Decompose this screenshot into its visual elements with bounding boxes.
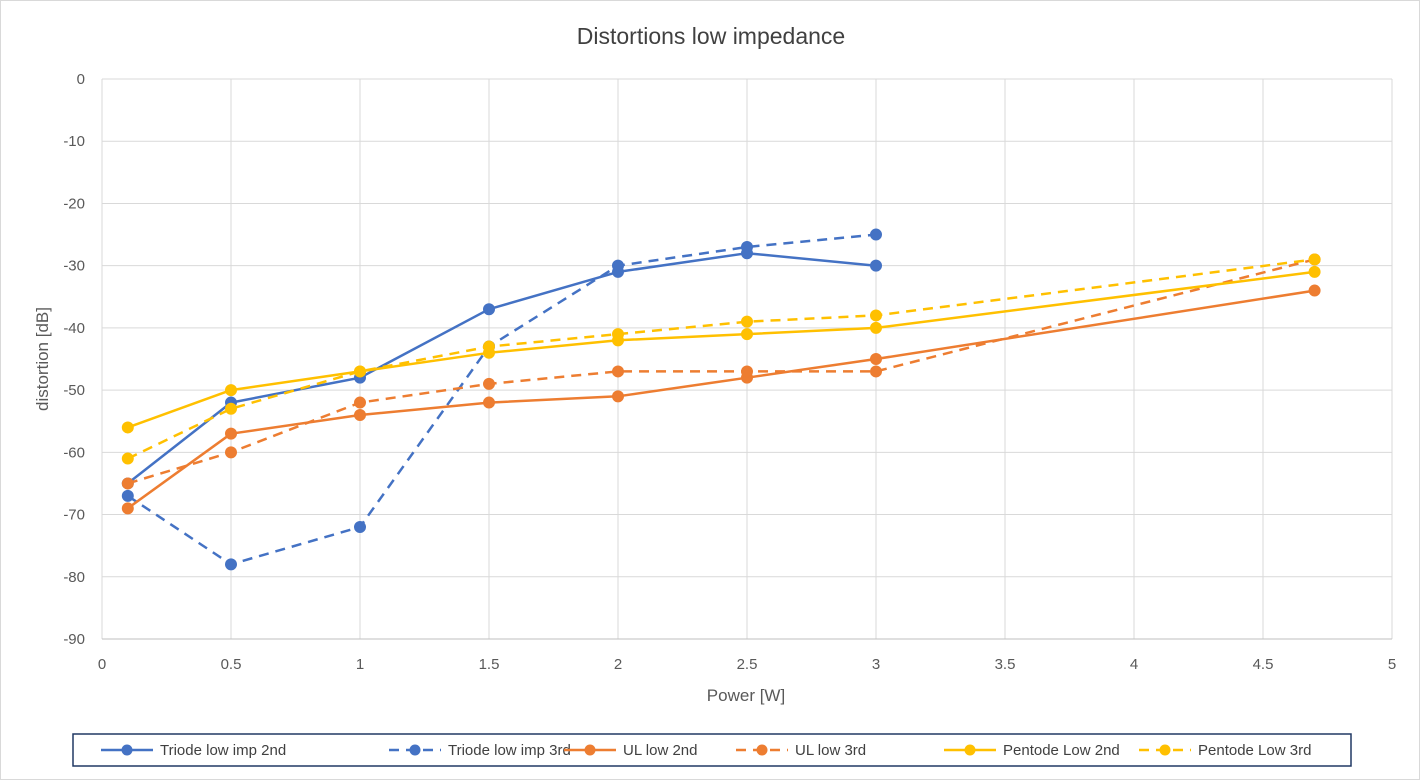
data-point <box>870 365 882 378</box>
data-point <box>225 446 237 459</box>
legend-marker <box>409 744 421 756</box>
data-point <box>1308 265 1321 278</box>
data-point <box>870 321 882 334</box>
data-point <box>354 409 366 421</box>
x-tick-label: 2 <box>614 656 622 673</box>
data-point <box>121 452 134 465</box>
y-tick-label: -70 <box>63 507 85 524</box>
data-point <box>483 340 495 353</box>
gridlines <box>101 78 1393 640</box>
legend-items: Triode low imp 2nd Triode low imp 3rd UL l… <box>101 742 1311 759</box>
y-tick-label: 0 <box>77 71 85 88</box>
data-point <box>612 390 624 403</box>
data-point <box>870 353 882 365</box>
legend-entry: UL low 2nd <box>564 742 698 759</box>
x-axis-ticks: 0 0.5 1 1.5 2 2.5 3 3.5 4 4.5 5 <box>98 656 1396 673</box>
data-point <box>483 377 495 390</box>
legend-entry: Triode low imp 2nd <box>101 742 286 759</box>
data-point <box>354 396 366 409</box>
data-point <box>121 489 134 502</box>
y-tick-label: -90 <box>63 631 85 648</box>
y-tick-label: -30 <box>63 258 85 275</box>
legend-entry: Pentode Low 3rd <box>1139 742 1311 759</box>
data-point <box>870 259 882 272</box>
x-tick-label: 1.5 <box>479 656 500 673</box>
y-tick-label: -60 <box>63 444 85 461</box>
data-point <box>870 309 882 322</box>
y-axis-title: distortion [dB] <box>33 307 52 411</box>
series-4 <box>121 253 1321 490</box>
y-tick-label: -40 <box>63 320 85 337</box>
legend-entry: Pentode Low 2nd <box>944 742 1120 759</box>
legend-marker <box>584 744 596 756</box>
data-point <box>354 521 366 533</box>
data-point <box>354 365 366 378</box>
series-line <box>127 258 1315 485</box>
data-point <box>1308 284 1321 297</box>
x-tick-label: 0 <box>98 656 106 673</box>
y-tick-label: -20 <box>63 195 85 212</box>
data-point <box>741 241 753 253</box>
legend: Triode low imp 2nd Triode low imp 3rd UL l… <box>72 733 1352 767</box>
data-point <box>612 365 624 378</box>
series-line <box>127 270 1315 429</box>
legend-entry: UL low 3rd <box>736 742 866 759</box>
x-tick-label: 2.5 <box>737 656 758 673</box>
data-point <box>741 328 753 341</box>
data-point <box>225 402 237 415</box>
series-5 <box>121 265 1321 434</box>
legend-label: Triode low imp 3rd <box>448 742 571 759</box>
x-tick-label: 5 <box>1388 656 1396 673</box>
chart-title: Distortions low impedance <box>577 23 845 49</box>
data-point <box>1308 253 1321 266</box>
series-3 <box>121 284 1321 515</box>
legend-marker <box>1159 744 1171 756</box>
y-tick-label: -10 <box>63 133 85 150</box>
x-tick-label: 1 <box>356 656 364 673</box>
x-tick-label: 4 <box>1130 656 1138 673</box>
y-tick-label: -50 <box>63 382 85 399</box>
data-point <box>870 228 882 241</box>
x-tick-label: 3 <box>872 656 880 673</box>
data-point <box>483 396 495 409</box>
legend-marker <box>121 744 133 756</box>
series-2 <box>121 228 882 571</box>
data-point <box>121 477 134 490</box>
series-6 <box>121 253 1321 465</box>
legend-label: Pentode Low 2nd <box>1003 742 1120 759</box>
y-tick-label: -80 <box>63 569 85 586</box>
data-point <box>741 315 753 328</box>
data-point <box>225 558 237 571</box>
data-point <box>225 384 237 397</box>
data-point <box>483 303 495 316</box>
data-point <box>741 365 753 378</box>
x-axis-title: Power [W] <box>707 686 785 705</box>
x-tick-label: 0.5 <box>221 656 242 673</box>
legend-label: Triode low imp 2nd <box>160 742 286 759</box>
x-tick-label: 3.5 <box>995 656 1016 673</box>
data-point <box>612 328 624 341</box>
series-line <box>127 251 877 485</box>
legend-label: UL low 3rd <box>795 742 866 759</box>
legend-marker <box>756 744 768 756</box>
legend-entry: Triode low imp 3rd <box>389 742 571 759</box>
data-point <box>121 421 134 434</box>
legend-box <box>72 733 1352 767</box>
series-line <box>127 258 1315 460</box>
x-tick-label: 4.5 <box>1253 656 1274 673</box>
data-point <box>121 502 134 515</box>
legend-label: UL low 2nd <box>623 742 698 759</box>
legend-label: Pentode Low 3rd <box>1198 742 1311 759</box>
series-line <box>127 289 1315 510</box>
data-point <box>225 427 237 440</box>
series-layer <box>121 228 1321 571</box>
data-point <box>612 259 624 272</box>
legend-marker <box>964 744 976 756</box>
y-axis-ticks: 0 -10 -20 -30 -40 -50 -60 -70 -80 -90 <box>63 71 85 648</box>
